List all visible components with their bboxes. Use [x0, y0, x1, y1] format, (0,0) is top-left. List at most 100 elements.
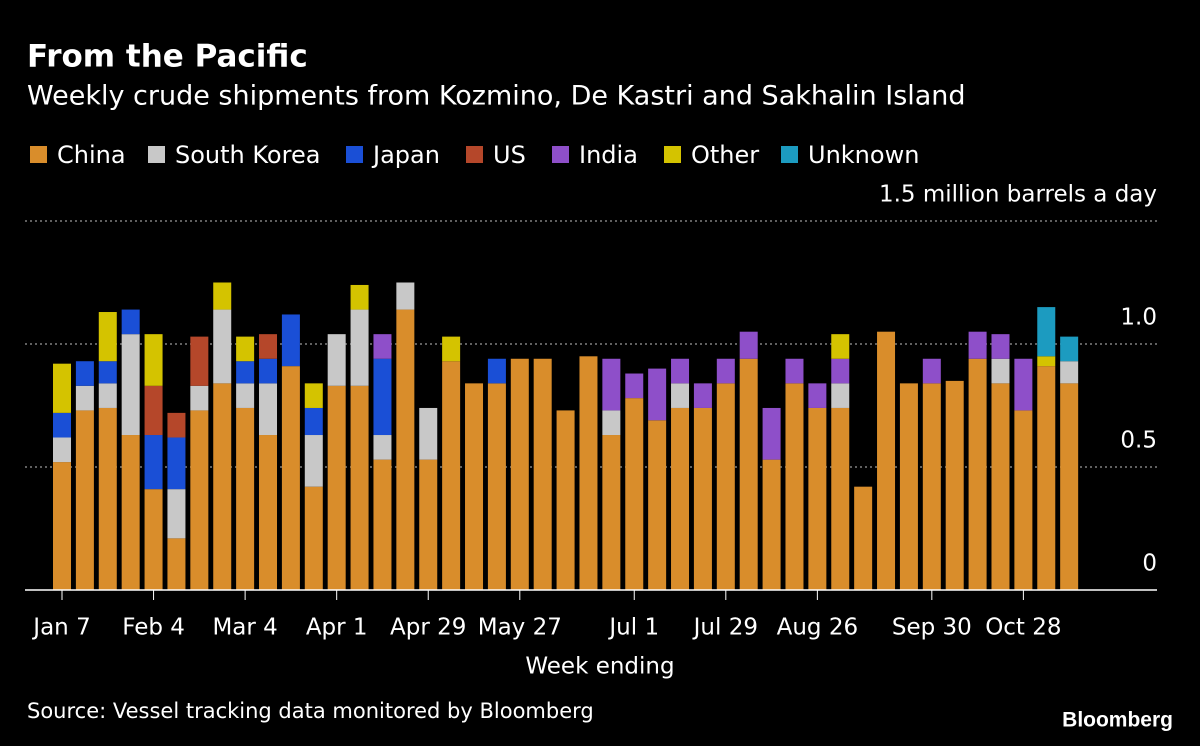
logo: Bloomberg — [1062, 709, 1173, 732]
bar-segment — [236, 336, 255, 362]
bar-segment — [167, 538, 186, 590]
y-tick-label: 1.5 million barrels a day — [879, 182, 1157, 208]
bar-segment — [144, 334, 163, 386]
bar-segment — [281, 366, 300, 590]
legend-label: China — [57, 141, 126, 169]
bar-segment — [75, 361, 94, 386]
bar-segment — [167, 412, 186, 438]
legend-swatch — [148, 146, 165, 163]
bar-segment — [487, 358, 506, 384]
legend-label: Unknown — [808, 141, 919, 169]
bar-segment — [991, 334, 1010, 359]
bar-segment — [53, 412, 71, 438]
bar-segment — [98, 407, 117, 590]
bar-segment — [144, 385, 163, 436]
bar-segment — [968, 331, 987, 359]
bar-segment — [373, 435, 392, 460]
bar-segment — [899, 383, 918, 590]
source: Source: Vessel tracking data monitored b… — [27, 699, 594, 723]
bar-segment — [556, 410, 575, 590]
bar-segment — [602, 410, 621, 436]
x-tick-label: Aug 26 — [777, 615, 859, 641]
bar-segment — [671, 383, 690, 408]
bar-segment — [53, 462, 71, 590]
bar-segment — [144, 489, 163, 590]
bar-segment — [831, 407, 850, 590]
bar-segment — [1060, 383, 1079, 590]
bar-segment — [98, 361, 117, 384]
bar-segment — [373, 459, 392, 590]
bar-segment — [121, 334, 140, 436]
bar-segment — [419, 459, 438, 590]
bar-segment — [671, 358, 690, 384]
bar-segment — [808, 383, 827, 408]
bar-segment — [991, 383, 1010, 590]
bar-segment — [396, 282, 415, 310]
bar-segment — [693, 383, 712, 408]
bar-segment — [739, 331, 758, 359]
x-tick-label: Oct 28 — [985, 615, 1061, 641]
x-tick-label: Apr 1 — [306, 615, 368, 641]
legend-swatch — [30, 146, 47, 163]
bar-segment — [922, 358, 941, 384]
bar-segment — [121, 435, 140, 590]
x-tick-label: Jul 29 — [692, 615, 758, 641]
bar-segment — [648, 368, 667, 421]
bar-segment — [465, 383, 484, 590]
x-axis-title: Week ending — [525, 654, 674, 680]
bar-segment — [510, 358, 529, 590]
bar-segment — [167, 489, 186, 539]
bar-segment — [487, 383, 506, 590]
legend-swatch — [466, 146, 483, 163]
bar-segment — [442, 361, 461, 590]
bar-segment — [1037, 356, 1056, 367]
bar-segment — [785, 358, 804, 384]
bar-segment — [190, 336, 209, 386]
bar-segment — [236, 407, 255, 590]
bar-segment — [53, 363, 71, 413]
bar-segment — [350, 309, 369, 386]
chart-title: From the Pacific — [27, 39, 308, 75]
x-tick-label: Apr 29 — [390, 615, 466, 641]
bar-segment — [716, 358, 735, 384]
bar-segment — [968, 358, 987, 590]
bar-segment — [373, 358, 392, 436]
bar-segment — [98, 312, 117, 362]
bar-segment — [213, 383, 232, 590]
bar-segment — [602, 435, 621, 590]
bar-segment — [1060, 336, 1079, 362]
x-tick-label: Jul 1 — [607, 615, 659, 641]
bar-segment — [167, 437, 186, 490]
bar-segment — [121, 309, 140, 335]
bar-segment — [991, 358, 1010, 384]
bar-segment — [213, 282, 232, 310]
bar-segment — [259, 358, 278, 384]
bar-segment — [533, 358, 552, 590]
x-tick-label: Feb 4 — [122, 615, 185, 641]
y-tick-label: 1.0 — [1120, 305, 1157, 331]
bar-segment — [304, 383, 323, 408]
bar-segment — [579, 356, 598, 590]
bar-segment — [1037, 366, 1056, 590]
bar-segment — [625, 398, 644, 590]
bar-segment — [922, 383, 941, 590]
bar-segment — [190, 385, 209, 411]
bar-segment — [373, 334, 392, 359]
bar-segment — [53, 437, 71, 463]
x-tick-label: May 27 — [478, 615, 562, 641]
bar-segment — [716, 383, 735, 590]
bar-segment — [190, 410, 209, 590]
bar-segment — [671, 407, 690, 590]
bar-segment — [854, 486, 873, 590]
bar-segment — [396, 309, 415, 590]
bar-segment — [831, 358, 850, 384]
bar-segment — [1037, 307, 1056, 357]
legend-label: US — [493, 141, 526, 169]
legend-swatch — [664, 146, 681, 163]
legend-swatch — [346, 146, 363, 163]
chart-subtitle: Weekly crude shipments from Kozmino, De … — [27, 81, 966, 112]
legend-label: Japan — [371, 141, 440, 169]
legend-label: India — [579, 141, 638, 169]
x-tick-label: Sep 30 — [892, 615, 972, 641]
bar-segment — [327, 385, 346, 590]
